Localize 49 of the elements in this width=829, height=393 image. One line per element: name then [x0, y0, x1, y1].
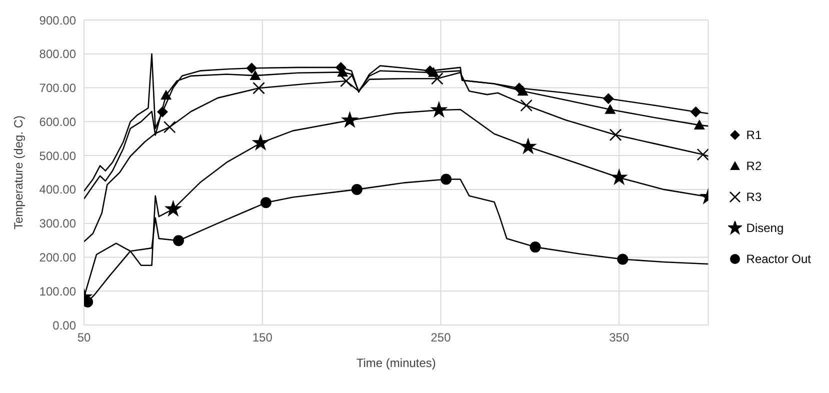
- point: [694, 120, 705, 130]
- point: [604, 104, 616, 114]
- legend-label: Diseng: [746, 220, 784, 234]
- point: [246, 62, 258, 74]
- y-tick-label: 300.00: [39, 216, 76, 231]
- y-tick-label: 800.00: [39, 47, 76, 62]
- legend-label: R1: [746, 128, 762, 142]
- point: [340, 111, 359, 128]
- point: [351, 184, 362, 195]
- y-tick-label: 600.00: [39, 114, 76, 129]
- x-tick-label: 150: [252, 330, 273, 345]
- y-tick-label: 400.00: [39, 182, 76, 197]
- point: [519, 137, 537, 154]
- x-tick-label: 50: [77, 330, 91, 345]
- point: [431, 72, 444, 85]
- point: [156, 106, 168, 118]
- point: [617, 254, 628, 265]
- point: [430, 100, 448, 118]
- point: [690, 106, 702, 118]
- y-tick-label: 900.00: [39, 13, 76, 28]
- y-tick-label: 200.00: [39, 250, 76, 264]
- point: [440, 174, 452, 185]
- point: [160, 90, 172, 100]
- point: [163, 120, 176, 134]
- x-tick-label: 350: [609, 330, 630, 345]
- point: [164, 200, 182, 217]
- point: [252, 134, 270, 151]
- y-tick-label: 700.00: [39, 81, 76, 96]
- y-tick-label: 0.00: [52, 318, 76, 332]
- point: [530, 242, 541, 253]
- y-axis-title: Temperature (deg. C): [11, 115, 26, 230]
- point: [250, 70, 261, 80]
- y-tick-label: 100.00: [39, 284, 76, 298]
- point: [340, 74, 352, 88]
- legend-label: R3: [746, 190, 762, 204]
- point: [260, 197, 272, 208]
- point: [602, 93, 614, 104]
- point: [520, 99, 533, 112]
- point: [610, 168, 628, 186]
- point: [609, 128, 622, 142]
- point: [696, 148, 708, 161]
- x-axis-title: Time (minutes): [356, 356, 436, 370]
- point: [517, 86, 528, 96]
- legend-label: R2: [746, 158, 762, 172]
- legend-label: Reactor Out: [746, 252, 811, 266]
- point: [173, 235, 184, 246]
- point: [252, 82, 265, 94]
- x-tick-label: 250: [430, 330, 452, 345]
- y-tick-label: 500.00: [39, 148, 76, 163]
